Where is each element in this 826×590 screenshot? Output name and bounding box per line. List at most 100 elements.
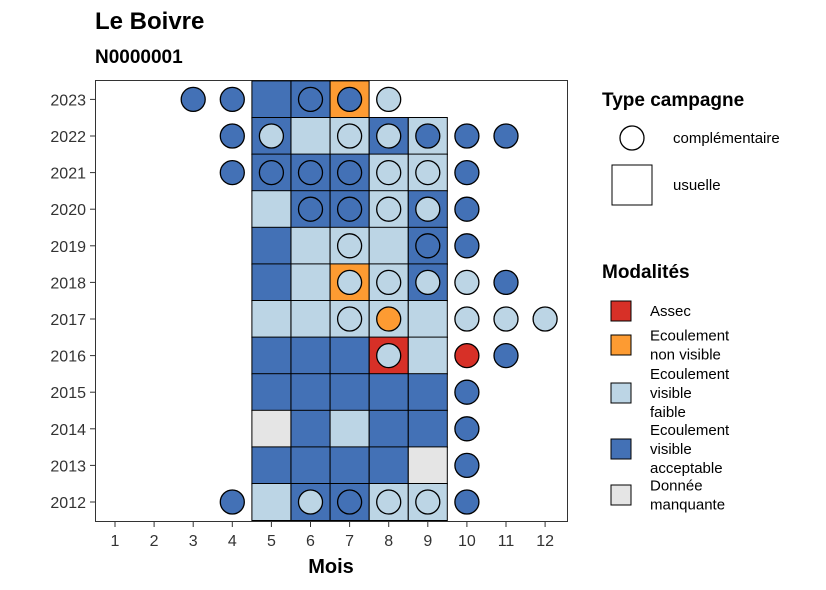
y-tick-label: 2018 <box>50 275 86 292</box>
x-tick-label: 10 <box>458 533 476 550</box>
y-tick-label: 2016 <box>50 349 86 366</box>
x-tick-label: 9 <box>423 533 432 550</box>
point-2012-9 <box>415 489 441 515</box>
y-tick-label: 2019 <box>50 239 86 256</box>
y-tick-label: 2020 <box>50 202 86 219</box>
legend-modalite-label: Ecoulement non visible <box>650 328 730 364</box>
point-2020-6 <box>297 196 324 222</box>
tile-2014-8 <box>368 409 409 448</box>
point-2023-7 <box>336 86 363 113</box>
points-layer <box>180 86 558 515</box>
legend-circle-key <box>619 125 645 151</box>
legend-square-key <box>611 164 653 206</box>
point-2023-8 <box>376 86 402 113</box>
point-2021-9 <box>415 159 441 186</box>
tile-2015-9 <box>407 373 448 412</box>
tile-2016-6 <box>290 336 331 375</box>
point-2020-8 <box>376 196 402 222</box>
chart-subtitle: N0000001 <box>95 47 183 68</box>
point-2017-11 <box>493 306 519 332</box>
legend-campaign-title: Type campagne <box>602 90 744 111</box>
point-2022-11 <box>493 123 519 149</box>
point-2012-4 <box>219 489 245 515</box>
point-2013-10 <box>454 452 480 479</box>
point-2021-4 <box>219 159 245 186</box>
point-2014-10 <box>454 416 480 442</box>
x-tick-label: 7 <box>345 533 354 550</box>
x-tick-label: 6 <box>306 533 315 550</box>
point-2022-8 <box>376 123 402 149</box>
point-2017-12 <box>532 306 558 332</box>
tile-2014-5 <box>251 409 292 448</box>
y-tick-label: 2013 <box>50 458 86 475</box>
tile-2017-9 <box>407 300 448 338</box>
point-2019-9 <box>415 233 441 259</box>
tile-2014-6 <box>290 409 331 448</box>
point-2022-5 <box>258 123 285 149</box>
x-tick-label: 3 <box>189 533 198 550</box>
point-2022-7 <box>336 123 363 149</box>
point-2016-8 <box>376 342 402 369</box>
point-2016-10 <box>454 342 480 369</box>
tile-2014-7 <box>329 409 370 448</box>
point-2019-7 <box>336 233 363 259</box>
point-2021-7 <box>336 159 363 186</box>
point-2016-11 <box>493 342 519 369</box>
point-2023-4 <box>219 86 245 113</box>
tile-2017-6 <box>290 300 331 338</box>
y-tick-label: 2012 <box>50 495 86 512</box>
legend-campaign-label: usuelle <box>673 177 721 194</box>
y-tick-label: 2023 <box>50 92 86 109</box>
point-2012-10 <box>454 489 480 515</box>
tile-2015-8 <box>368 373 409 412</box>
y-tick-label: 2014 <box>50 422 86 439</box>
tile-2019-8 <box>368 226 409 265</box>
point-2018-9 <box>415 269 441 296</box>
y-tick-label: 2017 <box>50 312 86 329</box>
point-2020-10 <box>454 196 480 222</box>
tile-2013-8 <box>368 446 409 485</box>
tile-2015-6 <box>290 373 331 412</box>
point-2015-10 <box>454 379 480 405</box>
point-2017-10 <box>454 306 480 332</box>
tile-2014-9 <box>407 409 448 448</box>
tile-2013-5 <box>251 446 292 485</box>
legend-campaign-label: complémentaire <box>673 130 780 147</box>
x-tick-label: 8 <box>384 533 393 550</box>
legend-modalite-label: Ecoulement visible faible <box>650 366 730 421</box>
tile-2015-7 <box>329 373 370 412</box>
point-2018-7 <box>336 269 363 296</box>
legend-modalite-swatch <box>610 438 632 460</box>
legend-modalites: Modalités Assec Ecoulement non visibleEcou… <box>602 262 730 514</box>
point-2022-10 <box>454 123 480 149</box>
legend-modalite-label: Assec <box>650 303 691 320</box>
point-2021-6 <box>297 159 324 186</box>
x-tick-label: 5 <box>267 533 276 550</box>
x-axis: 1 2 3 4 5 6 7 8 9 10 11 12 <box>111 522 554 550</box>
tile-2019-6 <box>290 226 331 265</box>
tile-2017-5 <box>251 300 292 338</box>
x-tick-label: 4 <box>228 533 237 550</box>
y-axis: 2012 2013 2014 2015 2016 2017 2018 2019 2020 2021… <box>50 92 95 512</box>
point-2020-9 <box>415 196 441 222</box>
y-tick-label: 2015 <box>50 385 86 402</box>
point-2021-5 <box>258 159 285 186</box>
tile-2016-7 <box>329 336 370 375</box>
legend-modalite-label: Donnée manquante <box>650 478 725 514</box>
tile-2013-9 <box>407 446 448 485</box>
legend-modalite-swatch <box>610 300 632 322</box>
point-2017-7 <box>336 306 363 332</box>
legend-modalites-title: Modalités <box>602 262 690 283</box>
point-2018-8 <box>376 269 402 296</box>
point-2023-3 <box>180 86 206 113</box>
chart-title: Le Boivre <box>95 8 204 35</box>
tile-2018-5 <box>251 263 292 302</box>
point-2019-10 <box>454 233 480 259</box>
legend-campaign-type: Type campagne complémentaire usuelle <box>602 90 780 206</box>
x-tick-label: 11 <box>498 533 515 550</box>
legend-modalite-swatch <box>610 484 632 506</box>
tile-2013-6 <box>290 446 331 485</box>
point-2012-7 <box>336 489 363 515</box>
x-tick-label: 1 <box>111 533 120 550</box>
